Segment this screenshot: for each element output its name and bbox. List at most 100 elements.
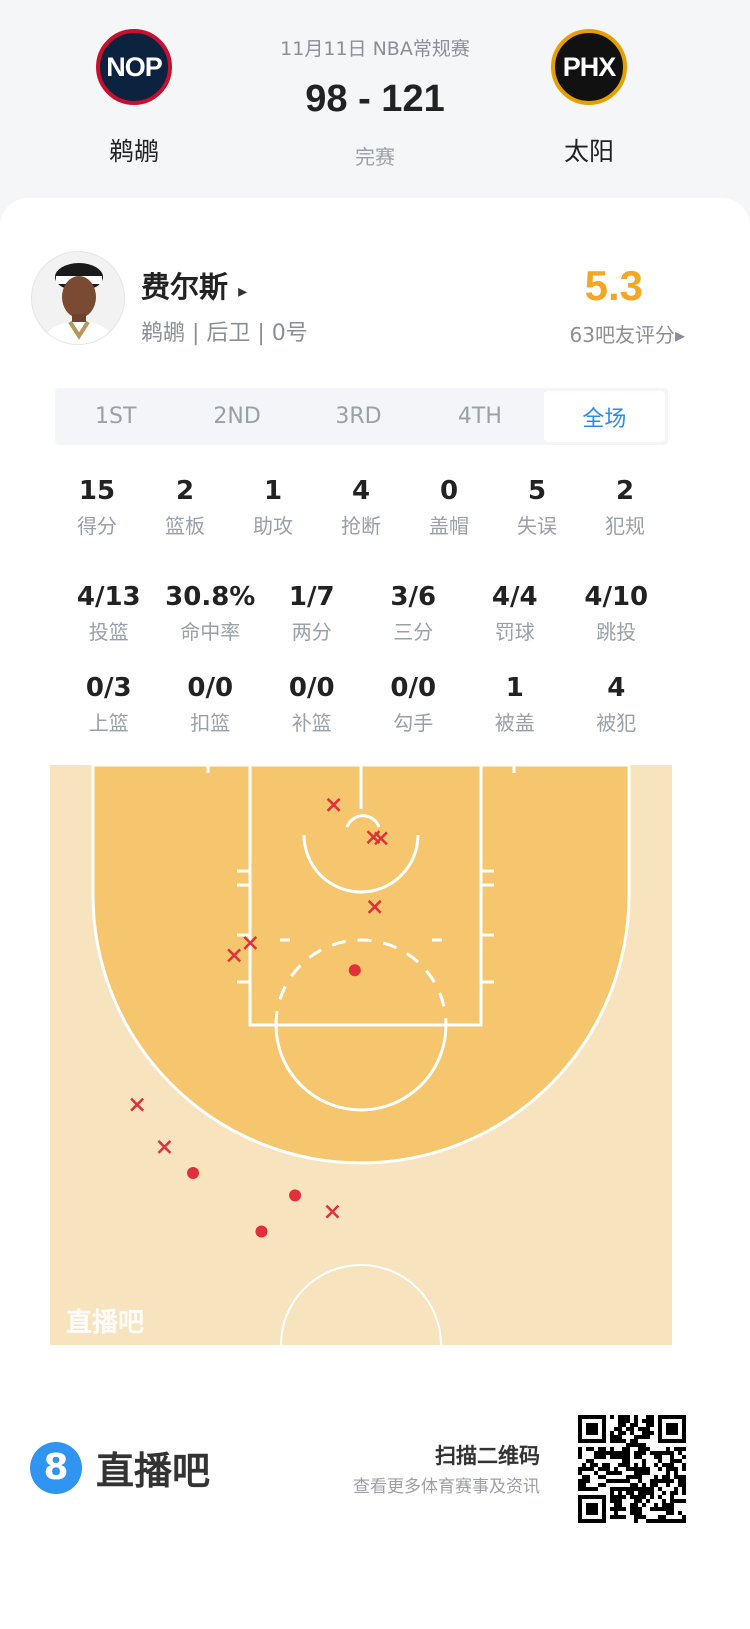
player-name-link[interactable]: 费尔斯 ▸ (141, 264, 247, 306)
made-shot-marker (255, 1225, 268, 1238)
stat-cell: 1 助攻 (229, 474, 317, 539)
stat-cell: 4 抢断 (317, 474, 405, 539)
period-tabs: 1ST 2ND 3RD 4TH 全场 (55, 388, 668, 445)
qr-title: 扫描二维码 (435, 1444, 540, 1468)
stat-value: 0 (439, 476, 459, 506)
missed-shot-marker (374, 831, 388, 846)
stat-value: 30.8% (165, 582, 256, 612)
player-rating: 5.3 (584, 262, 643, 309)
stat-cell: 0/0 勾手 (363, 671, 465, 736)
stat-label: 三分 (393, 620, 434, 644)
stat-cell: 1 被盖 (464, 671, 566, 736)
tab-2nd[interactable]: 2ND (213, 404, 261, 429)
stat-value: 0/0 (390, 673, 437, 703)
player-info: 鹈鹕 | 后卫 | 0号 (141, 321, 308, 346)
stat-cell: 4 被犯 (566, 671, 668, 736)
court-watermark: 直播吧 (66, 1308, 144, 1338)
stat-label: 盖帽 (429, 514, 469, 538)
stat-value: 4 (607, 673, 626, 703)
missed-shot-marker (157, 1140, 172, 1154)
stat-label: 投篮 (88, 620, 129, 644)
stat-label: 被犯 (596, 711, 637, 735)
home-team-abbr: NOP (106, 51, 163, 82)
stat-cell: 5 失误 (493, 474, 581, 539)
stat-value: 0/0 (288, 673, 335, 703)
brand-name: 直播吧 (96, 1449, 211, 1493)
stat-value: 0/0 (187, 673, 234, 703)
qr-code[interactable] (578, 1415, 686, 1523)
stat-value: 4/13 (76, 582, 141, 612)
stat-cell: 2 篮板 (141, 474, 229, 539)
missed-shot-marker (367, 899, 382, 914)
stat-value: 4/4 (491, 582, 538, 612)
missed-shot-marker (227, 948, 241, 963)
stats-row-shooting: 4/13 投篮 30.8% 命中率 1/7 两分 3/6 三分 4/4 罚球 4/10 跳投 (58, 580, 667, 645)
stat-cell: 4/13 投篮 (58, 580, 160, 645)
match-date-league: 11月11日 NBA常规赛 (280, 38, 470, 60)
stat-label: 两分 (291, 620, 332, 644)
court-lines (206, 765, 516, 1345)
stat-cell: 0 盖帽 (405, 474, 493, 539)
stat-cell: 2 犯规 (581, 474, 669, 539)
stat-cell: 1/7 两分 (261, 580, 363, 645)
stat-value: 1/7 (288, 582, 335, 612)
stat-label: 扣篮 (190, 711, 231, 735)
stat-value: 4 (351, 476, 371, 506)
stat-value: 1 (505, 673, 524, 703)
player-photo-icon (42, 263, 116, 344)
stat-label: 命中率 (180, 620, 241, 644)
stat-cell: 30.8% 命中率 (160, 580, 262, 645)
made-shot-marker (289, 1189, 302, 1202)
brand-8-icon: 8 (30, 1441, 82, 1494)
stat-value: 1 (263, 476, 283, 506)
away-team-name[interactable]: 太阳 (563, 137, 615, 166)
made-shot-marker (348, 964, 361, 977)
three-point-area (91, 765, 631, 1165)
tab-3rd[interactable]: 3RD (335, 404, 382, 429)
stat-label: 补篮 (291, 711, 332, 735)
stat-value: 15 (78, 476, 116, 506)
missed-shot-marker (130, 1097, 144, 1112)
shot-chart: 直播吧 (50, 765, 672, 1345)
stat-label: 上篮 (88, 711, 129, 735)
tab-1st[interactable]: 1ST (95, 404, 137, 429)
player-name: 费尔斯 (141, 270, 229, 304)
stat-label: 失误 (517, 514, 557, 538)
missed-shot-marker (326, 797, 341, 812)
stat-cell: 3/6 三分 (363, 580, 465, 645)
stat-cell: 0/3 上篮 (58, 671, 160, 736)
stat-label: 抢断 (341, 514, 381, 538)
stat-label: 被盖 (494, 711, 535, 735)
home-team-name[interactable]: 鹈鹕 (108, 137, 160, 166)
stat-label: 篮板 (165, 514, 205, 538)
stat-label: 跳投 (596, 620, 637, 644)
tab-全场[interactable]: 全场 (543, 391, 666, 442)
stat-value: 2 (615, 476, 635, 506)
stat-value: 0/3 (85, 673, 132, 703)
away-team-logo[interactable]: PHX (551, 29, 627, 105)
stat-cell: 0/0 扣篮 (160, 671, 262, 736)
stat-cell: 0/0 补篮 (261, 671, 363, 736)
stat-cell: 4/4 罚球 (464, 580, 566, 645)
stat-cell: 15 得分 (53, 474, 141, 539)
stats-row-basic: 15 得分 2 篮板 1 助攻 4 抢断 0 盖帽 5 失误 2 犯规 (53, 474, 669, 539)
player-avatar[interactable] (31, 251, 125, 345)
missed-shot-marker (243, 936, 258, 950)
missed-shot-marker (325, 1204, 340, 1219)
stat-value: 3/6 (390, 582, 437, 612)
match-status: 完赛 (355, 145, 395, 169)
made-shot-marker (187, 1167, 200, 1180)
home-team-logo[interactable]: NOP (96, 29, 172, 105)
stat-label: 罚球 (494, 620, 535, 644)
match-score: 98 - 121 (305, 78, 445, 120)
brand-logo[interactable]: 8 直播吧 (30, 1440, 210, 1495)
stat-label: 得分 (77, 514, 117, 538)
tab-4th[interactable]: 4TH (457, 404, 502, 429)
stat-value: 2 (175, 476, 195, 506)
stat-value: 4/10 (584, 582, 649, 612)
stat-label: 犯规 (605, 514, 645, 538)
stat-label: 助攻 (253, 514, 293, 538)
away-team-abbr: PHX (562, 51, 617, 82)
stat-value: 5 (527, 476, 547, 506)
rating-link[interactable]: 63吧友评分▸ (569, 323, 686, 347)
